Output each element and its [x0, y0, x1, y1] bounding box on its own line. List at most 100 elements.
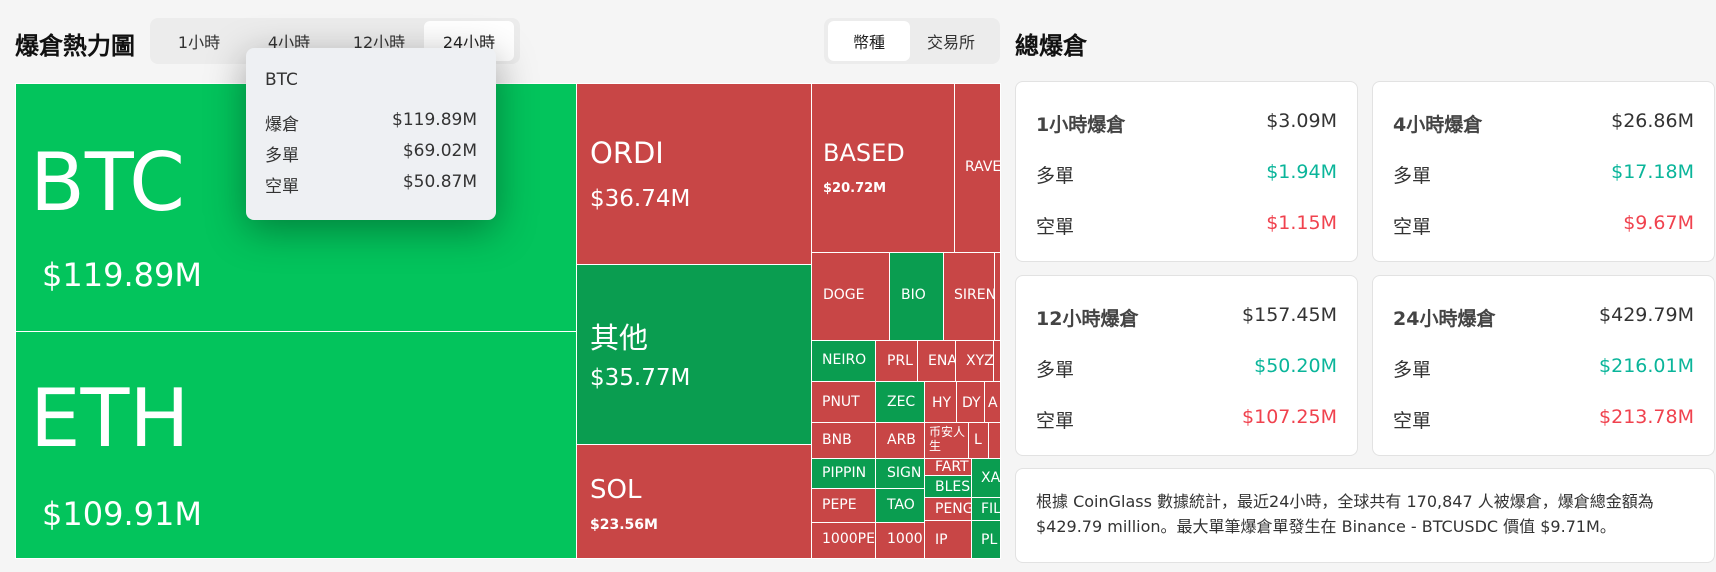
tile-symbol: 其他 — [590, 321, 649, 355]
tile-pnut[interactable]: PNUT — [811, 381, 876, 423]
tile-rave[interactable]: RAVE — [954, 83, 1001, 253]
tile-doge[interactable]: DOGE — [811, 252, 890, 341]
card-total-row: 1小時爆倉 $3.09M — [1036, 110, 1337, 137]
tile-prl[interactable]: PRL — [875, 340, 918, 382]
tooltip-title: BTC — [265, 70, 298, 90]
card-long-label: 多單 — [1393, 359, 1432, 381]
tile-symbol: SIGN — [887, 465, 922, 481]
tile-symbol: NEIRO — [822, 352, 867, 368]
card-12h: 12小時爆倉 $157.45M 多單 $50.20M 空單 $107.25M — [1015, 275, 1358, 456]
tile-small[interactable] — [993, 340, 1001, 382]
tile-symbol: PENG — [935, 501, 972, 517]
tile-symbol: XYZ — [966, 353, 994, 369]
tile-symbol: PNUT — [822, 394, 860, 410]
tooltip-label: 多單 — [265, 146, 299, 166]
tile-symbol: ARB — [887, 432, 916, 448]
card-short-label: 空單 — [1036, 410, 1075, 432]
tooltip-value: $69.02M — [402, 141, 477, 161]
tile-fart[interactable]: FART — [924, 458, 972, 476]
view-selector: 幣種 交易所 — [824, 18, 1000, 64]
card-short-label: 空單 — [1393, 410, 1432, 432]
tile-hy[interactable]: HY — [924, 381, 957, 423]
tile-small[interactable] — [994, 252, 1001, 341]
tile-symbol: BASED — [823, 139, 905, 167]
card-long-label: 多單 — [1393, 165, 1432, 187]
tile-symbol: PIPPIN — [822, 465, 867, 481]
tile-value: $109.91M — [42, 495, 202, 533]
tile-xa[interactable]: XA — [971, 458, 1001, 498]
tile-bnb[interactable]: BNB — [811, 422, 876, 459]
tab-coin[interactable]: 幣種 — [828, 21, 910, 61]
tile-xyz[interactable]: XYZ — [955, 340, 994, 382]
card-long-row: 多單 $50.20M — [1036, 355, 1337, 382]
tile-siren[interactable]: SIREN — [943, 252, 995, 341]
tile-ip[interactable]: IP — [924, 520, 972, 559]
tile-symbol: ORDI — [590, 136, 664, 170]
card-total-row: 24小時爆倉 $429.79M — [1393, 304, 1694, 331]
tile-1000pepe[interactable]: 1000PE — [811, 522, 876, 559]
tile-symbol: 币安人生 — [929, 425, 966, 453]
card-long-row: 多單 $1.94M — [1036, 161, 1337, 188]
tile-value: $119.89M — [42, 256, 202, 294]
tile-symbol: A — [988, 395, 998, 411]
tab-12h[interactable]: 12小時 — [352, 33, 406, 52]
tile-value: $35.77M — [590, 365, 691, 391]
tile-symbol: HY — [932, 395, 952, 411]
tile-pepe[interactable]: PEPE — [811, 488, 876, 523]
tile-fil[interactable]: FIL — [971, 497, 1001, 521]
card-short-value: $107.25M — [1242, 406, 1337, 428]
tile-ena[interactable]: ENA — [917, 340, 956, 382]
tile-small[interactable] — [988, 422, 1001, 459]
tile-arb[interactable]: ARB — [875, 422, 925, 459]
card-short-value: $213.78M — [1599, 406, 1694, 428]
card-long-value: $17.18M — [1611, 161, 1694, 183]
tile-symbol: BNB — [822, 432, 852, 448]
tile-1000x[interactable]: 1000 — [875, 522, 925, 559]
tooltip-row-short: 空單 $50.87M — [265, 172, 477, 203]
tile-other[interactable]: 其他 $35.77M — [576, 264, 812, 445]
tile-ordi[interactable]: ORDI $36.74M — [576, 83, 812, 265]
card-long-value: $50.20M — [1254, 355, 1337, 377]
card-short-label: 空單 — [1393, 216, 1432, 238]
liquidation-heatmap: BTC $119.89M ETH $109.91M ORDI $36.74M 其… — [15, 83, 1001, 559]
heatmap-title: 爆倉熱力圖 — [15, 32, 135, 60]
tile-pl[interactable]: PL — [971, 520, 1001, 559]
tile-a[interactable]: A — [984, 381, 1001, 423]
card-short-value: $1.15M — [1266, 212, 1337, 234]
tile-pippin[interactable]: PIPPIN — [811, 458, 876, 489]
tile-symbol: XA — [981, 470, 1001, 486]
card-4h: 4小時爆倉 $26.86M 多單 $17.18M 空單 $9.67M — [1372, 81, 1715, 262]
tile-symbol: PRL — [887, 353, 913, 369]
card-title: 4小時爆倉 — [1393, 114, 1483, 136]
card-short-row: 空單 $1.15M — [1036, 212, 1337, 239]
tile-bless[interactable]: BLES — [924, 475, 972, 498]
tile-l[interactable]: L — [968, 422, 989, 459]
card-long-value: $216.01M — [1599, 355, 1694, 377]
tile-symbol: ENA — [928, 353, 956, 369]
tile-zec[interactable]: ZEC — [875, 381, 925, 423]
tile-zh[interactable]: 币安人生 — [924, 422, 969, 459]
tile-based[interactable]: BASED $20.72M — [811, 83, 955, 253]
card-total: $3.09M — [1266, 110, 1337, 132]
card-total: $26.86M — [1611, 110, 1694, 132]
tile-bio[interactable]: BIO — [889, 252, 944, 341]
card-long-label: 多單 — [1036, 165, 1075, 187]
tab-4h[interactable]: 4小時 — [267, 33, 311, 52]
summary-text: 根據 CoinGlass 數據統計，最近24小時，全球共有 170,847 人被… — [1015, 468, 1715, 563]
tile-sol[interactable]: SOL $23.56M — [576, 444, 812, 559]
card-title: 24小時爆倉 — [1393, 308, 1496, 330]
tab-1h[interactable]: 1小時 — [177, 33, 221, 52]
tile-eth[interactable]: ETH $109.91M — [15, 331, 577, 559]
tile-symbol: 1000 — [887, 531, 923, 547]
tab-exchange[interactable]: 交易所 — [926, 33, 975, 52]
card-total-row: 4小時爆倉 $26.86M — [1393, 110, 1694, 137]
tile-peng[interactable]: PENG — [924, 497, 972, 521]
tile-sign[interactable]: SIGN — [875, 458, 925, 489]
card-total: $429.79M — [1599, 304, 1694, 326]
tile-symbol: FIL — [981, 501, 1001, 517]
tile-tao[interactable]: TAO — [875, 488, 925, 523]
tile-neiro[interactable]: NEIRO — [811, 340, 876, 382]
tile-dy[interactable]: DY — [956, 381, 985, 423]
tile-symbol: DOGE — [823, 287, 865, 303]
